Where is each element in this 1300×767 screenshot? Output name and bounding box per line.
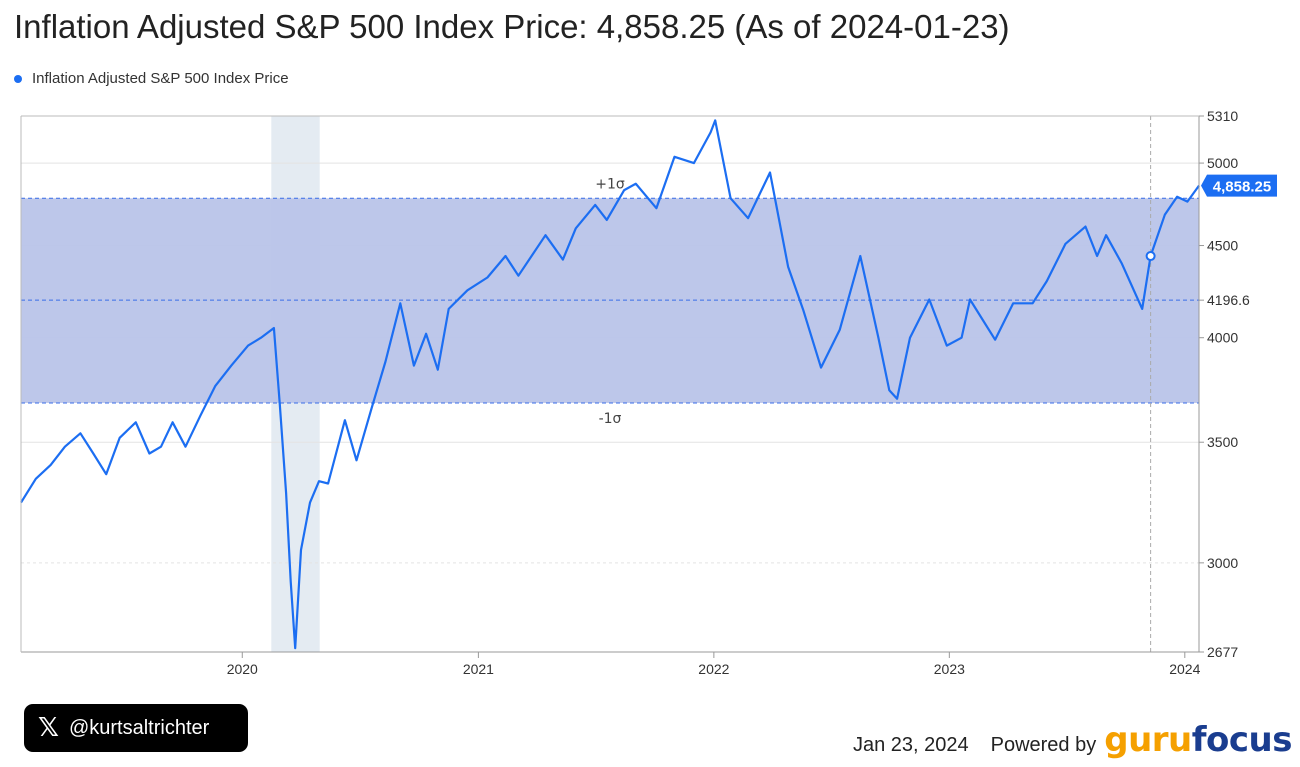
current-value-box [1201,174,1277,197]
legend-marker [14,74,22,83]
series-line [20,119,1200,650]
footer: Jan 23, 2024 Powered by gurufocus [852,720,1293,760]
y-tick-label: 4500 [1207,238,1238,254]
y-tick-label: 5310 [1207,108,1238,124]
y-tick-label: 2677 [1207,644,1238,660]
current-value-label: 4,858.25 [1213,179,1271,196]
brand-part-focus: focus [1191,720,1293,760]
x-tick-label: 2021 [463,661,494,677]
line-chart: 2677 3000 3500 4000 4196.6 4500 5000 5310 2020 20… [20,108,1277,677]
x-tick-label: 2022 [698,661,729,677]
x-tick-label: 2020 [227,661,258,677]
gurufocus-logo[interactable]: gurufocus [1104,720,1292,760]
twitter-handle: @kurtsaltrichter [68,716,210,739]
x-tick-label: 2024 [1169,661,1200,677]
series-marker-point [1145,251,1156,262]
y-tick-label: 3000 [1207,555,1238,571]
chart-title: Inflation Adjusted S&P 500 Index Price: … [14,8,1010,45]
chart-legend[interactable]: Inflation Adjusted S&P 500 Index Price [14,70,289,87]
powered-by: Powered by gurufocus [990,720,1293,760]
chart-date: Jan 23, 2024 [852,734,969,756]
minus-sigma-label: -1σ [599,411,622,427]
legend-label: Inflation Adjusted S&P 500 Index Price [32,70,289,87]
x-tick-label: 2023 [934,661,965,677]
y-tick-label: 4000 [1207,330,1238,346]
plus-sigma-label: +1σ [595,176,625,192]
y-tick-label: 5000 [1207,155,1238,171]
y-tick-label: 3500 [1207,434,1238,450]
x-logo-icon: 𝕏 [38,713,59,743]
y-tick-label: 4196.6 [1207,292,1250,308]
brand-part-guru: guru [1104,720,1192,760]
powered-by-label: Powered by [990,734,1097,756]
twitter-handle-badge[interactable]: 𝕏 @kurtsaltrichter [24,704,248,752]
